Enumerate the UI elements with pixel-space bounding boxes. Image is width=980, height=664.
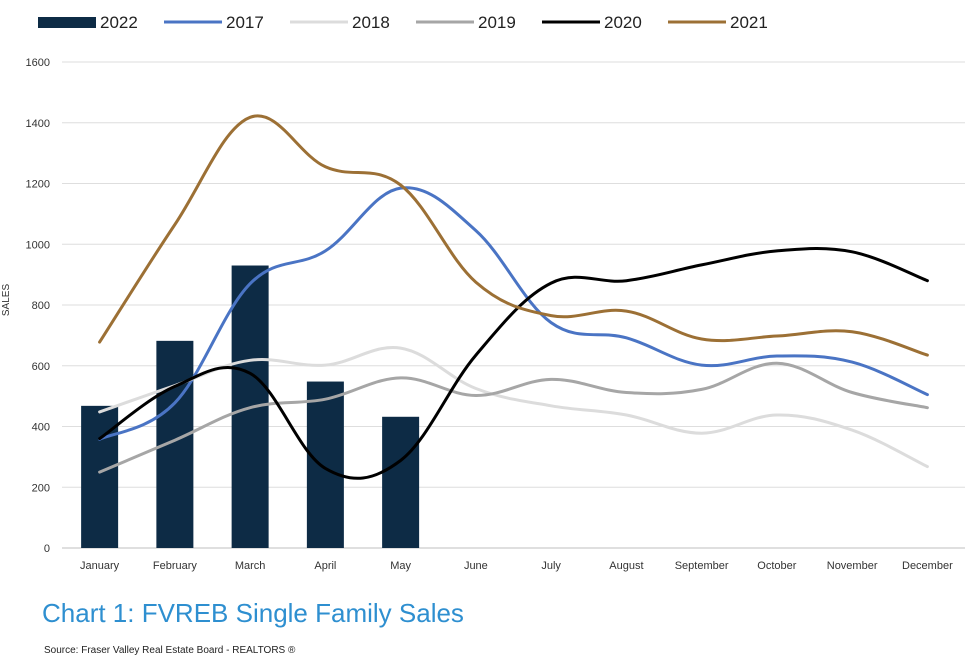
legend-label: 2022 (100, 13, 138, 32)
x-tick-label: April (314, 560, 336, 572)
y-tick-label: 400 (32, 422, 50, 434)
x-tick-label: May (390, 560, 411, 572)
y-axis-ticks: 0 200 400 600 800 1000 1200 1400 1600 (26, 57, 50, 555)
x-axis-ticks: January February March April May June July Augu… (80, 560, 953, 572)
chart-legend: 2022 2017 2018 2019 2020 2021 (38, 13, 768, 32)
line-series-2021 (98, 114, 929, 357)
bar-2022-may (382, 416, 420, 548)
sales-chart: 2022 2017 2018 2019 2020 2021 0 200 400 600 800 10… (1, 13, 965, 572)
chart-gridlines (62, 61, 965, 549)
x-tick-label: December (902, 560, 953, 572)
y-axis-label: SALES (1, 284, 12, 317)
line-series-2017 (98, 186, 929, 441)
legend-item-2019: 2019 (416, 13, 516, 32)
line-series (98, 114, 929, 480)
y-tick-label: 1000 (26, 239, 50, 251)
legend-swatch (38, 17, 96, 28)
y-tick-label: 200 (32, 482, 50, 494)
y-tick-label: 0 (44, 543, 50, 555)
legend-item-2020: 2020 (542, 13, 642, 32)
x-tick-label: November (827, 560, 878, 572)
source-note: Source: Fraser Valley Real Estate Board … (44, 645, 296, 656)
line-series-2018 (98, 346, 929, 469)
legend-item-2021: 2021 (668, 13, 768, 32)
y-tick-label: 1200 (26, 179, 50, 191)
x-tick-label: September (675, 560, 729, 572)
legend-label: 2017 (226, 13, 264, 32)
legend-item-2018: 2018 (290, 13, 390, 32)
y-tick-label: 600 (32, 361, 50, 373)
line-series-2019 (98, 361, 929, 474)
y-tick-label: 1600 (26, 57, 50, 69)
line-series-2020 (98, 246, 929, 480)
x-tick-label: July (541, 560, 561, 572)
x-tick-label: January (80, 560, 120, 572)
legend-label: 2020 (604, 13, 642, 32)
legend-item-2022: 2022 (38, 13, 138, 32)
chart-caption: Chart 1: FVREB Single Family Sales (42, 598, 464, 628)
legend-item-2017: 2017 (164, 13, 264, 32)
x-tick-label: March (235, 560, 266, 572)
legend-label: 2019 (478, 13, 516, 32)
x-tick-label: June (464, 560, 488, 572)
y-tick-label: 1400 (26, 118, 50, 130)
x-tick-label: October (757, 560, 796, 572)
x-tick-label: February (153, 560, 198, 572)
legend-label: 2018 (352, 13, 390, 32)
bar-2022-april (306, 381, 344, 548)
y-tick-label: 800 (32, 300, 50, 312)
x-tick-label: August (609, 560, 643, 572)
legend-label: 2021 (730, 13, 768, 32)
